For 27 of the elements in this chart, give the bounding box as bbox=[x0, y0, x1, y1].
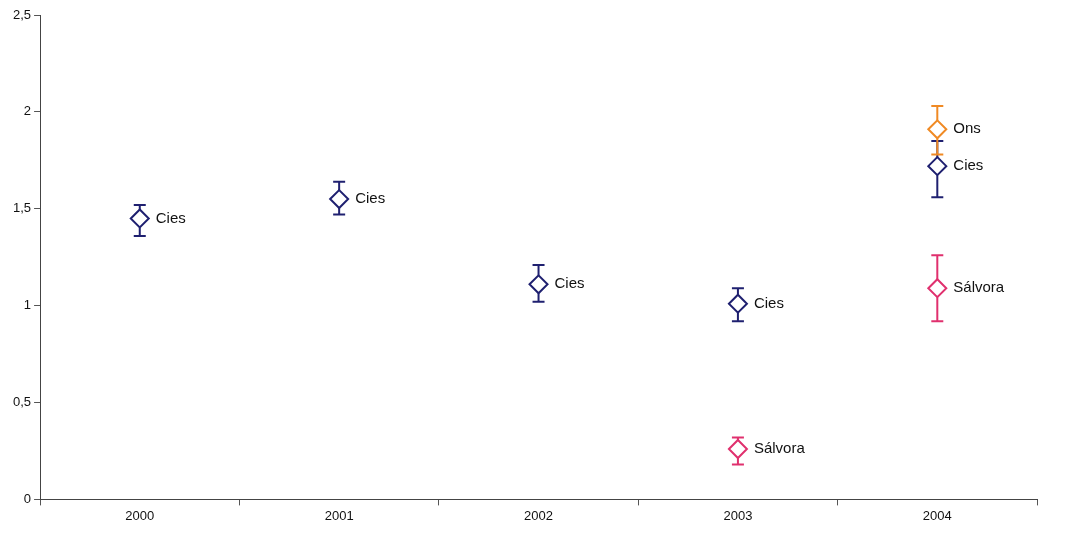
y-tick-label: 0 bbox=[23, 490, 32, 506]
point bbox=[727, 293, 748, 314]
text: Cies bbox=[355, 189, 386, 207]
x-tick-label: 2001 bbox=[324, 507, 354, 523]
point bbox=[927, 156, 948, 177]
y-tick-label: 0,5 bbox=[12, 394, 32, 410]
point bbox=[129, 208, 150, 229]
y-tick-label: 2 bbox=[23, 103, 32, 119]
y-tick-label: 2,5 bbox=[12, 6, 32, 22]
x-tick-label: 2002 bbox=[524, 507, 553, 523]
text: Cies bbox=[953, 156, 984, 174]
x-tick-label: 2004 bbox=[922, 507, 952, 523]
x-tick-label: 2000 bbox=[125, 507, 155, 523]
x-tick-label: 2003 bbox=[723, 507, 753, 523]
point bbox=[927, 278, 948, 299]
series-label: Sálvora bbox=[753, 439, 806, 457]
text: Cies bbox=[155, 208, 186, 226]
text: Sálvora bbox=[953, 278, 1005, 296]
text: Cies bbox=[753, 293, 784, 311]
series-label: Ons bbox=[953, 119, 981, 137]
point bbox=[727, 439, 748, 460]
series-label: Cies bbox=[554, 274, 585, 292]
y-tick-label: 1,5 bbox=[12, 200, 32, 216]
point bbox=[927, 119, 948, 140]
point bbox=[329, 189, 350, 210]
y-tick-label: 1 bbox=[23, 297, 32, 313]
point bbox=[528, 274, 549, 295]
